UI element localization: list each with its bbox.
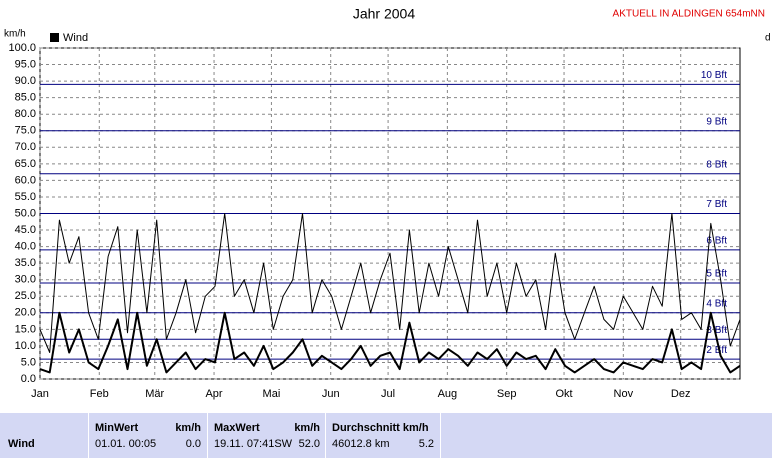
y-tick-label: 35.0 [15,257,36,269]
row-label-cell: Wind [0,413,88,458]
x-tick-label: Apr [205,388,222,400]
column-unit: km/h [294,422,320,434]
column-header: MinWert [95,422,139,434]
y-tick-label: 85.0 [15,92,36,104]
stats-cell: MinWert km/h 01.01. 00:05 0.0 [88,413,207,458]
station-note: AKTUELL IN ALDINGEN 654mNN [613,9,765,20]
stats-cell: MaxWert km/h 19.11. 07:41SW 52.0 [207,413,326,458]
reference-label: 5 Bft [706,269,727,280]
reference-label: 9 Bft [706,116,727,127]
reference-label: 7 Bft [706,199,727,210]
chart-title: Jahr 2004 [353,6,415,22]
x-tick-label: Mai [263,388,281,400]
y-tick-label: 80.0 [15,108,36,120]
column-date: 46012.8 km [332,438,390,450]
reference-label: 8 Bft [706,159,727,170]
y-tick-label: 65.0 [15,158,36,170]
x-tick-label: Jul [381,388,395,400]
y-tick-label: 90.0 [15,75,36,87]
stats-panel: Wind MinWert km/h 01.01. 00:05 0.0 MaxWert km… [0,413,772,458]
y-tick-label: 20.0 [15,307,36,319]
column-header: Durchschnitt km/h [332,422,429,434]
y-tick-label: 55.0 [15,191,36,203]
column-date: 01.01. 00:05 [95,438,157,450]
y-tick-label: 60.0 [15,174,36,186]
x-tick-label: Mär [145,388,164,400]
reference-label: 2 Bft [706,345,727,356]
chart: Jahr 2004 AKTUELL IN ALDINGEN 654mNN km/… [4,6,771,400]
x-tick-label: Sep [497,388,517,400]
y-tick-label: 5.0 [21,356,36,368]
data-line [39,311,741,374]
column-unit: km/h [175,422,201,434]
reference-label: 4 Bft [706,298,727,309]
y-axis-label: km/h [4,29,26,40]
legend-label: Wind [63,32,88,44]
reference-label: 6 Bft [706,236,727,247]
reference-label: 10 Bft [701,70,727,81]
x-tick-label: Jan [31,388,49,400]
x-tick-label: Okt [555,388,572,400]
stats-cell [440,413,441,458]
stats-cell: Durchschnitt km/h 46012.8 km 5.2 [325,413,440,458]
y-tick-label: 95.0 [15,58,36,70]
y-tick-label: 15.0 [15,323,36,335]
y-tick-label: 10.0 [15,340,36,352]
y-tick-label: 70.0 [15,141,36,153]
x-tick-label: Aug [438,388,458,400]
column-date: 19.11. 07:41SW [214,438,293,450]
column-value: 0.0 [185,438,201,450]
y-tick-label: 0.0 [21,373,36,385]
x-tick-label: Jun [322,388,340,400]
y2-axis-label: d [765,33,771,44]
y-tick-label: 45.0 [15,224,36,236]
x-tick-label: Nov [614,388,634,400]
y-tick-label: 75.0 [15,125,36,137]
x-tick-label: Dez [671,388,691,400]
y-tick-label: 40.0 [15,241,36,253]
column-header: MaxWert [214,422,260,434]
data-line [39,213,741,353]
row-label: Wind [8,438,35,450]
y-tick-label: 25.0 [15,290,36,302]
reference-label: 3 Bft [706,325,727,336]
y-tick-label: 50.0 [15,207,36,219]
y-tick-label: 100.0 [8,42,36,54]
column-value: 52.0 [298,438,320,450]
column-value: 5.2 [418,438,434,450]
y-tick-label: 30.0 [15,274,36,286]
legend-swatch [50,33,59,42]
x-tick-label: Feb [90,388,109,400]
